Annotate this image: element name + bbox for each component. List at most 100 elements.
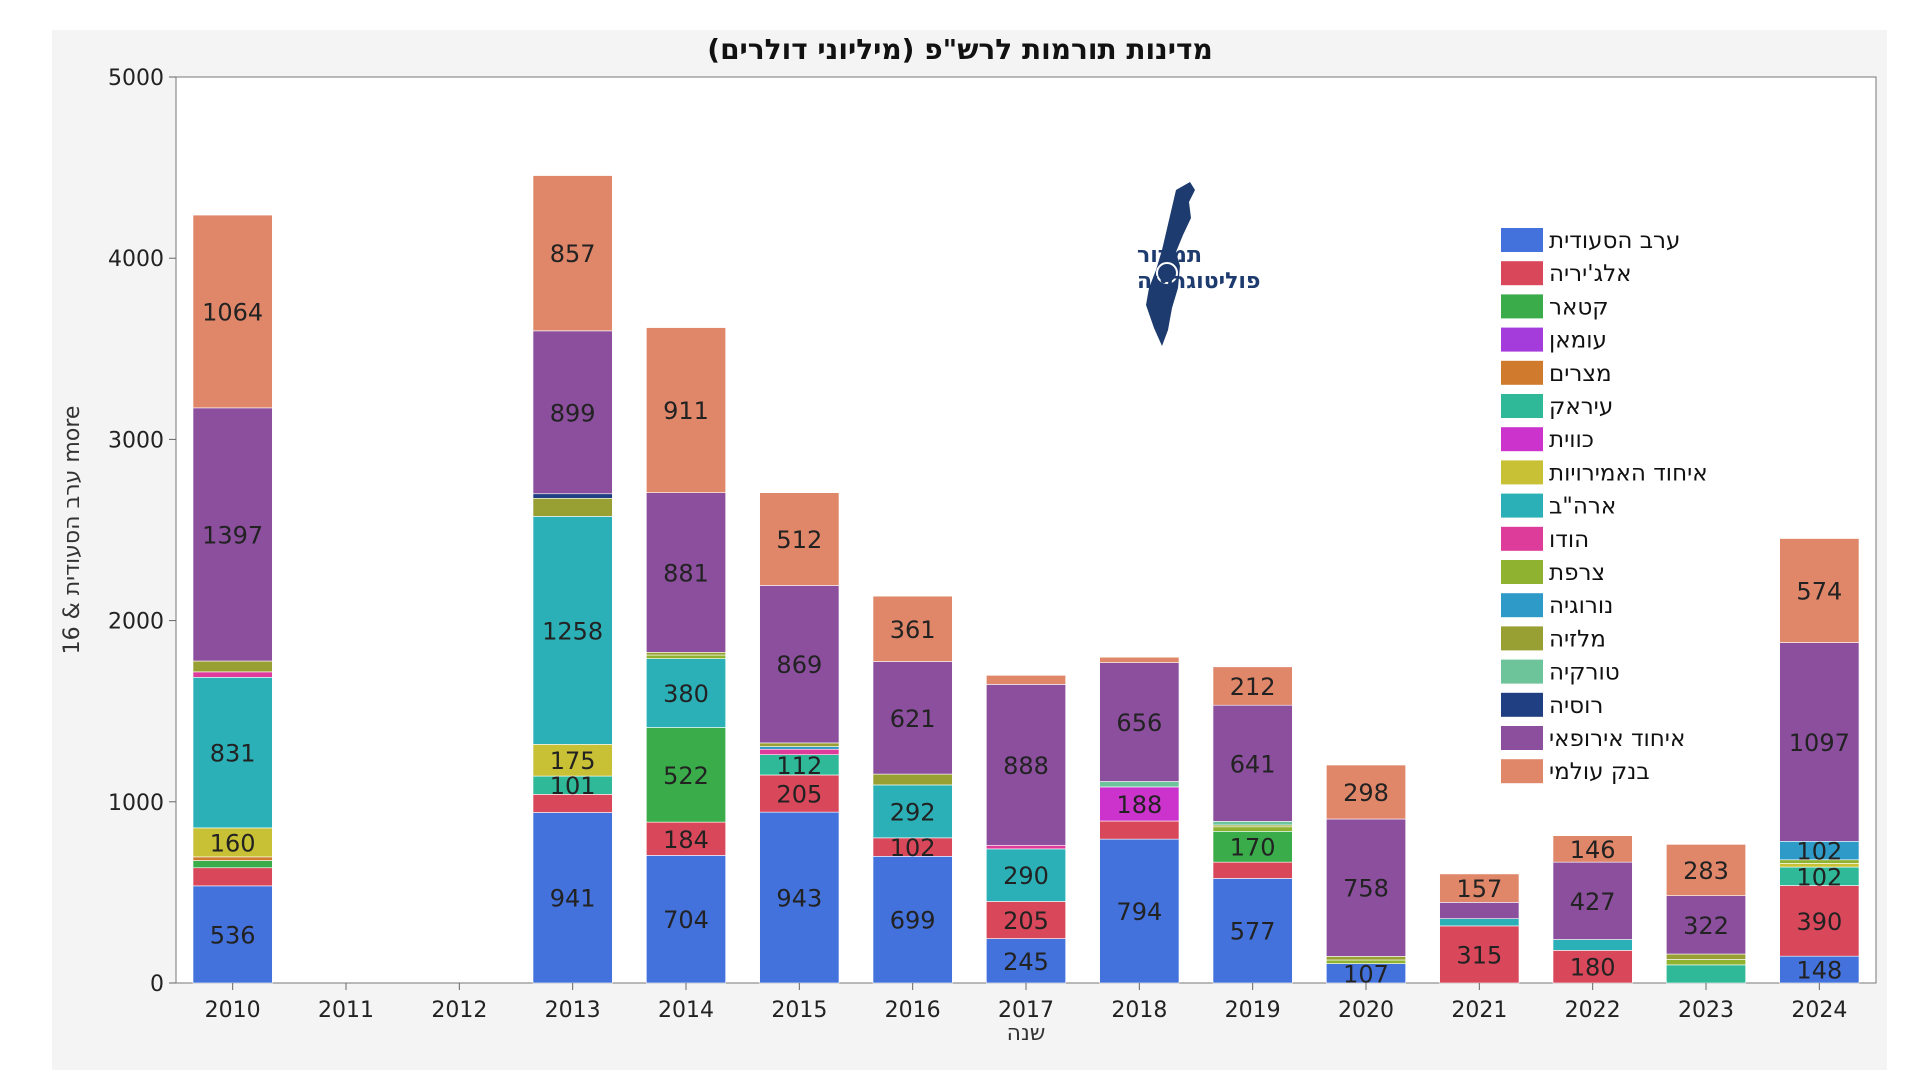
y-tick-label: 0 — [150, 972, 164, 997]
data-label: 212 — [1230, 673, 1276, 701]
legend-label: ערב הסעודית — [1549, 228, 1680, 254]
bars — [192, 175, 1860, 984]
x-tick-label: 2016 — [885, 998, 941, 1023]
bar-segment — [192, 407, 273, 662]
bar-segment — [192, 827, 273, 858]
data-label: 857 — [550, 240, 596, 268]
bar-segment — [872, 773, 953, 786]
data-label: 943 — [776, 885, 822, 913]
bar-segment — [1666, 964, 1746, 984]
data-label: 881 — [663, 559, 709, 587]
logo-line2: פוליטוגרפיה — [1137, 269, 1260, 294]
legend-swatch — [1501, 294, 1543, 319]
legend-label: איחוד האמירויות — [1549, 460, 1708, 486]
legend-label: טורקיה — [1549, 660, 1620, 686]
data-label: 205 — [776, 781, 822, 809]
x-tick-label: 2022 — [1565, 998, 1621, 1023]
bar-segment — [1212, 878, 1293, 984]
x-tick-label: 2017 — [998, 998, 1054, 1023]
x-tick-label: 2019 — [1225, 998, 1281, 1023]
y-axis-title: ערב הסעודית & 16 more — [60, 406, 85, 655]
bar-segment — [532, 493, 613, 499]
data-label: 641 — [1230, 750, 1276, 778]
bar-segment — [192, 214, 273, 409]
legend-swatch — [1501, 261, 1543, 286]
data-label: 621 — [890, 705, 936, 733]
bar-segment — [1439, 902, 1520, 919]
data-label: 148 — [1796, 957, 1842, 985]
bar-segment — [759, 742, 840, 747]
legend-label: איחוד אירופאי — [1549, 726, 1685, 752]
bar-segment — [646, 727, 726, 823]
bar-segment — [646, 821, 726, 856]
bar-segment — [646, 327, 726, 493]
legend-swatch — [1501, 460, 1543, 485]
data-label: 101 — [550, 772, 596, 800]
y-tick-label: 5000 — [108, 66, 164, 91]
bar-segment — [532, 330, 613, 495]
bar-segment — [1212, 704, 1293, 822]
data-label: 290 — [1003, 862, 1049, 890]
x-tick-label: 2010 — [205, 998, 261, 1023]
bar-segment — [1779, 642, 1860, 842]
y-tick-label: 3000 — [108, 428, 164, 453]
data-label: 112 — [776, 752, 822, 780]
x-tick-label: 2014 — [658, 998, 714, 1023]
chart-title: מדינות תורמות לרש"פ (מיליוני דולרים) — [707, 33, 1212, 66]
bar-segment — [1666, 953, 1746, 960]
legend-label: צרפת — [1549, 560, 1605, 586]
bar-segment — [192, 660, 273, 673]
x-tick-label: 2015 — [771, 998, 827, 1023]
data-label: 188 — [1116, 791, 1162, 819]
data-label: 315 — [1456, 941, 1502, 969]
data-label: 390 — [1796, 908, 1842, 936]
data-label: 283 — [1683, 857, 1729, 885]
bar-segment — [759, 492, 840, 586]
legend-swatch — [1501, 526, 1543, 551]
x-tick-label: 2012 — [431, 998, 487, 1023]
legend-swatch — [1501, 427, 1543, 452]
legend-swatch — [1501, 593, 1543, 618]
legend-label: קטאר — [1549, 294, 1609, 320]
legend-label: מצרים — [1549, 361, 1612, 387]
bar-segment — [1439, 925, 1520, 984]
bar-segment — [646, 652, 726, 656]
bar-segment — [1552, 950, 1633, 984]
bar-segment — [646, 855, 726, 984]
bar-segment — [532, 812, 613, 984]
bar-segment — [1212, 666, 1293, 706]
data-label: 102 — [890, 834, 936, 862]
bar-segment — [1099, 786, 1180, 822]
bar-segment — [532, 497, 613, 517]
bar-segment — [986, 844, 1066, 850]
legend-label: כווית — [1549, 427, 1594, 453]
bar-segment — [872, 784, 953, 839]
bar-segment — [1326, 818, 1406, 957]
legend-label: נורוגיה — [1549, 593, 1613, 619]
bar-segment — [1212, 831, 1293, 863]
bar-segment — [192, 860, 273, 869]
logo-circle — [1156, 262, 1178, 284]
bar-segment — [1779, 538, 1860, 643]
data-label: 699 — [890, 907, 936, 935]
data-label: 512 — [776, 526, 822, 554]
legend-swatch — [1501, 493, 1543, 518]
bar-segment — [646, 492, 726, 653]
bar-segment — [759, 811, 840, 984]
bar-segment — [1666, 959, 1746, 966]
bar-segment — [1326, 764, 1406, 820]
data-label: 205 — [1003, 907, 1049, 935]
bar-segment — [192, 677, 273, 829]
data-label: 831 — [210, 740, 256, 768]
bar-segment — [192, 671, 273, 678]
legend-label: בנק עולמי — [1549, 759, 1650, 785]
chart: מדינות תורמות לרש"פ (מיליוני דולרים) 0 10… — [60, 33, 1877, 1046]
bar-segment — [986, 938, 1066, 984]
x-tick-label: 2013 — [545, 998, 601, 1023]
y-axis: 0 1000 2000 3000 4000 5000 — [108, 66, 176, 997]
bar-segment — [1099, 781, 1180, 788]
x-tick-label: 2021 — [1451, 998, 1507, 1023]
chart-panel: מדינות תורמות לרש"פ (מיליוני דולרים) 0 10… — [52, 30, 1887, 1070]
bar-segment — [192, 856, 273, 861]
